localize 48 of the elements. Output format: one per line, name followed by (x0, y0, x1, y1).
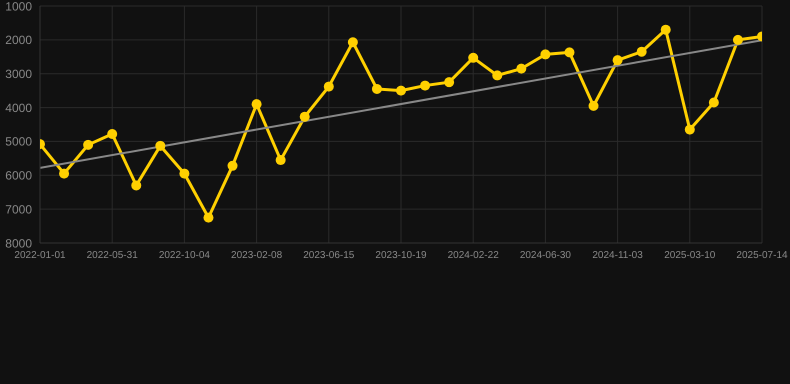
x-tick-label: 2025-03-10 (664, 250, 716, 262)
point (732, 34, 743, 45)
y-tick-label: 3000 (5, 66, 32, 81)
x-tick-label: 2025-07-14 (736, 250, 788, 262)
y-tick-label: 4000 (5, 100, 32, 115)
point (612, 55, 623, 66)
point (228, 160, 238, 171)
point (636, 46, 647, 57)
y-tick-label: 7000 (5, 202, 32, 216)
x-tick-label: 2024-02-22 (448, 250, 500, 262)
x-tick-label: 2022-01-01 (14, 250, 66, 262)
point (708, 97, 719, 108)
point (324, 82, 334, 92)
x-tick-label: 2023-06-15 (303, 250, 355, 262)
point (444, 77, 454, 88)
y-tick-label: 8000 (5, 236, 32, 250)
x-tick-label: 2023-02-08 (231, 250, 283, 262)
y-tick-label: 6000 (5, 168, 32, 183)
point (492, 70, 502, 80)
y-tick-label: 2000 (5, 33, 32, 48)
point (203, 212, 214, 223)
y-tick-label: 5000 (5, 134, 32, 149)
point (372, 84, 382, 94)
x-tick-label: 2022-10-04 (158, 250, 210, 262)
point (83, 140, 94, 150)
point (564, 47, 574, 58)
point (252, 99, 262, 110)
point (396, 86, 406, 96)
point (468, 52, 478, 63)
point (107, 128, 118, 139)
point (155, 140, 166, 151)
x-tick-label: 2023-10-19 (375, 250, 428, 262)
point (684, 124, 695, 135)
point (179, 168, 190, 179)
point (588, 100, 599, 111)
point (59, 168, 70, 179)
point (540, 49, 550, 60)
point (348, 37, 358, 48)
x-tick-label: 2022-05-31 (86, 250, 138, 262)
point (516, 64, 526, 74)
point (660, 24, 671, 35)
point (131, 180, 142, 190)
point (300, 112, 310, 122)
x-tick-label: 2024-11-03 (592, 250, 644, 262)
point (420, 80, 430, 91)
y-tick-label: 1000 (5, 0, 32, 14)
point (276, 155, 286, 166)
x-tick-label: 2024-06-30 (520, 250, 572, 262)
